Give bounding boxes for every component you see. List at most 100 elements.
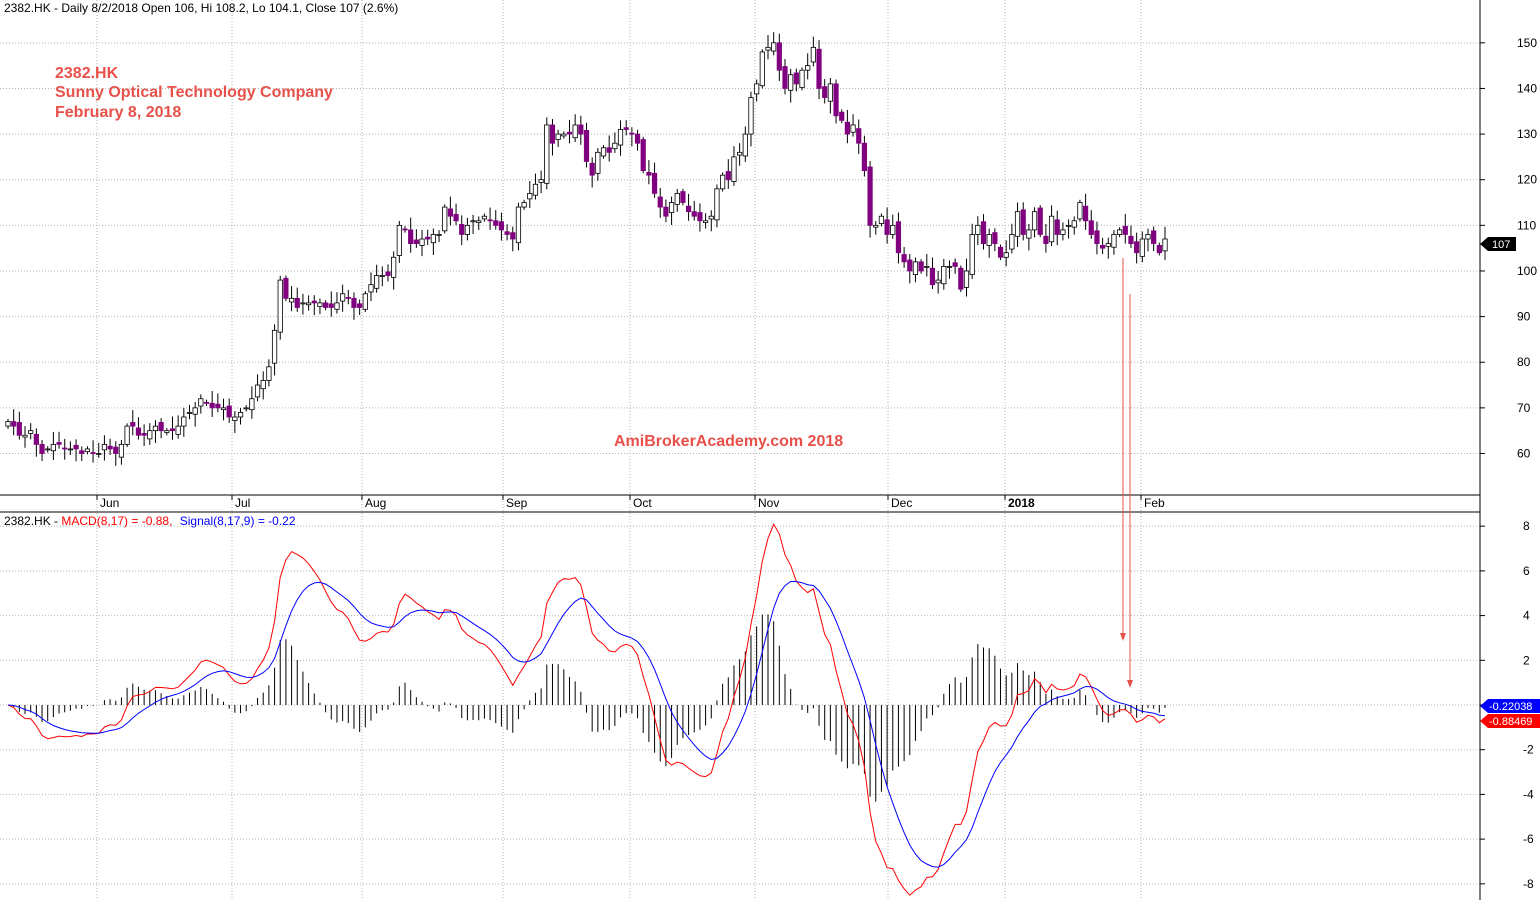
candle xyxy=(924,254,930,277)
candle-body-up xyxy=(198,398,204,407)
candle-body-up xyxy=(1105,243,1111,247)
macd-histogram xyxy=(13,614,1166,802)
candle xyxy=(674,189,680,212)
candle-body-down xyxy=(215,403,221,409)
candle xyxy=(1026,223,1032,251)
candle xyxy=(617,120,624,156)
candle xyxy=(379,266,385,287)
candle-body-up xyxy=(674,192,680,205)
candle-body-up xyxy=(759,51,765,87)
candle xyxy=(62,438,68,460)
candle xyxy=(714,184,720,228)
candle xyxy=(408,217,414,253)
candle xyxy=(578,115,584,145)
candle xyxy=(754,79,760,102)
candle xyxy=(510,226,516,252)
macd-tag-shape xyxy=(1480,714,1540,728)
candle-body-up xyxy=(430,234,436,244)
candle xyxy=(391,251,397,290)
candle-body-up xyxy=(748,97,754,135)
candle xyxy=(33,428,39,457)
candle-body-up xyxy=(1111,234,1117,248)
candle-body-up xyxy=(266,366,272,381)
candle xyxy=(515,202,522,251)
candle-body-up xyxy=(84,448,91,453)
arrow-annotations xyxy=(1120,258,1133,688)
candle xyxy=(254,374,261,402)
candle xyxy=(1151,226,1157,252)
month-label: 2018 xyxy=(1008,496,1035,510)
candle xyxy=(1065,219,1072,239)
macd-tick-label: 4 xyxy=(1523,609,1530,623)
candle xyxy=(39,440,45,462)
annotation-ticker: 2382.HK xyxy=(55,65,119,82)
candle xyxy=(470,214,476,235)
candle xyxy=(164,427,170,436)
candle-body-up xyxy=(805,65,811,71)
candle-body-down xyxy=(856,128,862,144)
candle xyxy=(79,446,85,462)
candle-body-up xyxy=(765,46,771,51)
candle-body-down xyxy=(895,221,902,254)
candle xyxy=(822,79,828,104)
price-tag-shape xyxy=(1480,237,1516,251)
candle-body-up xyxy=(1014,211,1021,237)
candle xyxy=(334,292,340,314)
candle-body-up xyxy=(470,220,476,223)
candle-body-up xyxy=(771,42,777,52)
macd-line xyxy=(7,523,1166,896)
candle-body-up xyxy=(532,183,539,196)
candle xyxy=(294,287,300,312)
candle xyxy=(107,438,113,455)
candle xyxy=(90,440,96,463)
candle-body-down xyxy=(822,86,828,98)
candle xyxy=(209,390,215,417)
candle-body-up xyxy=(1060,229,1066,235)
price-tick-label: 130 xyxy=(1517,127,1537,141)
candle xyxy=(748,91,754,147)
candle-body-down xyxy=(992,232,998,244)
candle-body-up xyxy=(521,202,527,208)
candle-body-down xyxy=(861,142,868,171)
macd-header-macd: MACD(8,17) = -0.88, xyxy=(61,514,172,528)
price-tick-label: 140 xyxy=(1517,81,1537,95)
candle-body-up xyxy=(1026,229,1032,239)
candle-body-up xyxy=(67,448,73,451)
candle-body-up xyxy=(481,215,488,220)
candle-body-down xyxy=(498,221,505,231)
candle xyxy=(549,119,556,156)
candle-body-up xyxy=(271,329,278,364)
candle-body-down xyxy=(135,427,142,436)
candle xyxy=(442,204,448,234)
candle xyxy=(152,420,159,443)
month-label: Oct xyxy=(633,496,652,510)
candle-body-down xyxy=(357,303,363,308)
macd-grid xyxy=(0,525,1480,885)
candle xyxy=(691,200,697,221)
candle xyxy=(708,210,714,232)
candle-body-up xyxy=(305,302,312,306)
candle xyxy=(22,426,28,448)
candle xyxy=(357,299,363,316)
candle-body-up xyxy=(720,174,726,190)
candle xyxy=(731,146,737,186)
candle-body-down xyxy=(782,66,788,89)
candle-body-up xyxy=(249,398,255,411)
candle-body-up xyxy=(96,453,102,455)
candle-body-up xyxy=(442,206,448,232)
candle xyxy=(16,411,22,440)
candle xyxy=(283,275,289,302)
candle-body-down xyxy=(328,303,334,308)
candle-body-down xyxy=(487,219,493,222)
candle-body-up xyxy=(612,142,618,150)
annotation-company: Sunny Optical Technology Company xyxy=(55,84,333,101)
candle-body-up xyxy=(175,425,181,435)
candle xyxy=(124,423,130,448)
candle xyxy=(464,217,470,241)
candle xyxy=(935,270,941,294)
candle-body-up xyxy=(754,83,760,95)
signal-tag-label: -0.22038 xyxy=(1489,701,1532,713)
candle-body-up xyxy=(986,234,992,246)
candle xyxy=(158,418,164,439)
candle-body-down xyxy=(39,443,45,454)
